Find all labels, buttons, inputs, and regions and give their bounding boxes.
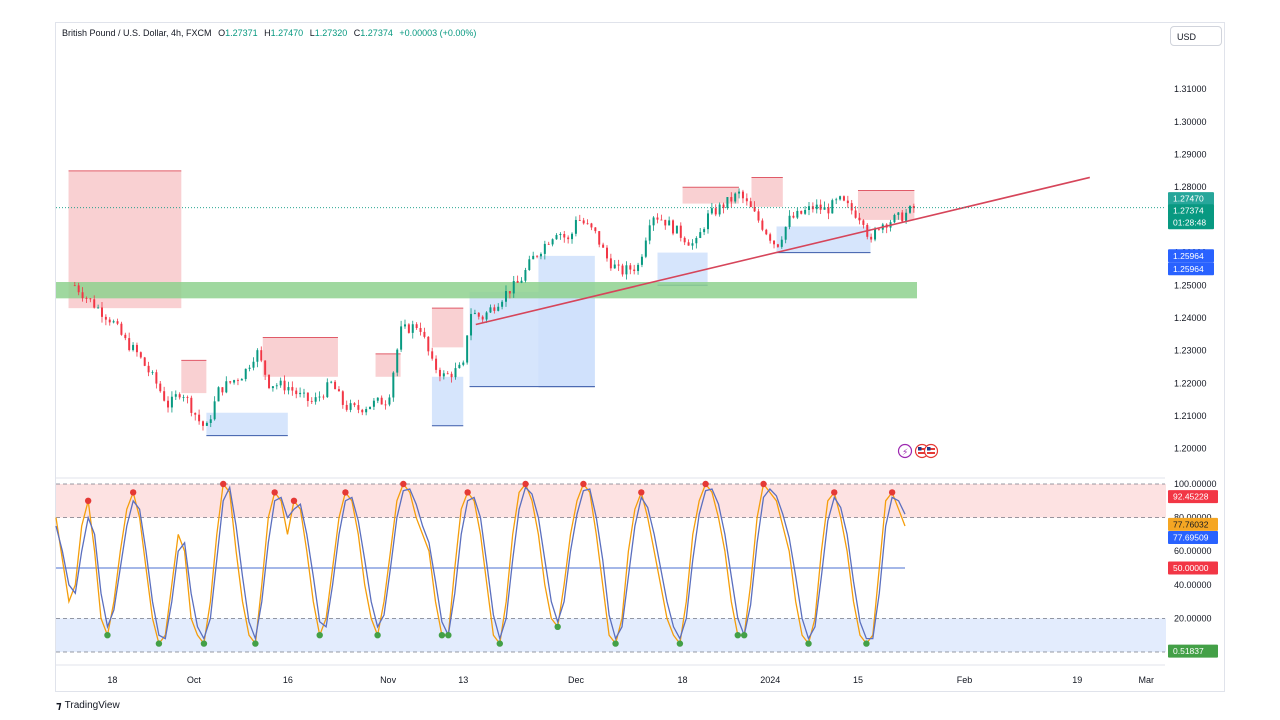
chart-legend: British Pound / U.S. Dollar, 4h, FXCM O1… xyxy=(62,28,476,38)
tradingview-logo[interactable]: ⁊ TradingView xyxy=(56,699,120,712)
open-label: O xyxy=(218,28,226,38)
close-label: C xyxy=(353,28,361,38)
high-value: 1.27470 xyxy=(270,28,304,38)
close-value: 1.27374 xyxy=(360,28,393,38)
high-label: H xyxy=(264,28,271,38)
low-label: L xyxy=(309,28,315,38)
symbol-title[interactable]: British Pound / U.S. Dollar, 4h, FXCM xyxy=(62,28,212,38)
chart-frame xyxy=(55,22,1225,692)
currency-button[interactable]: USD xyxy=(1170,26,1222,46)
open-value: 1.27371 xyxy=(225,28,258,38)
low-value: 1.27320 xyxy=(314,28,348,38)
brand-label: TradingView xyxy=(64,700,120,711)
change-value: +0.00003 (+0.00%) xyxy=(399,28,477,38)
tv-icon: ⁊ xyxy=(56,700,62,712)
